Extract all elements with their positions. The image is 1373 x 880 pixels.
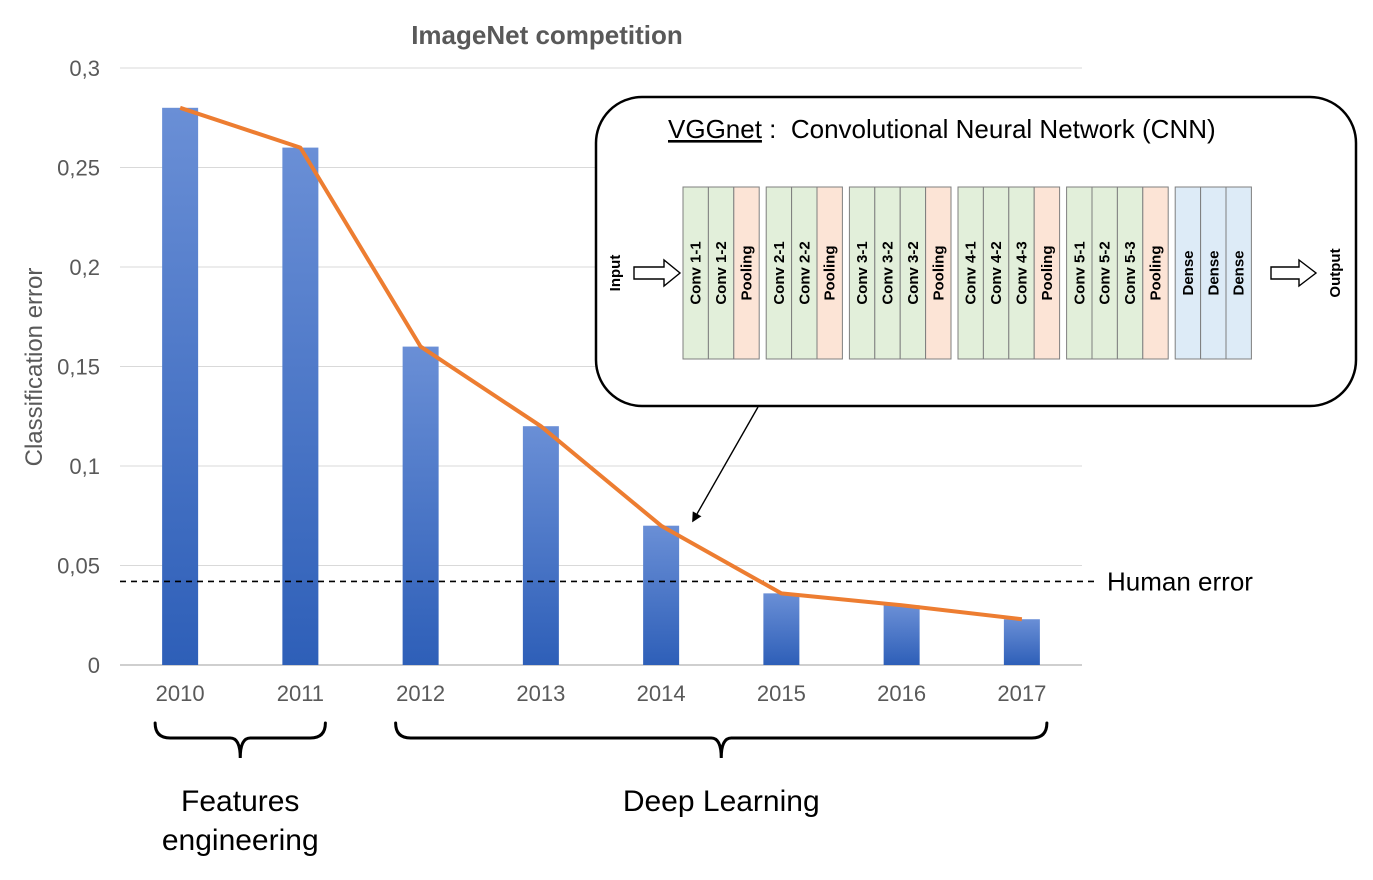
group-label: Deep Learning [623, 785, 820, 818]
y-tick-label: 0 [88, 653, 100, 678]
x-tick-label: 2013 [516, 681, 565, 706]
layer-pool [733, 186, 760, 360]
bar-2010 [162, 107, 199, 666]
era-groups: Features engineering Deep Learning [153, 721, 1049, 857]
layer-label: Pooling [1039, 246, 1056, 301]
layer-label: Conv 4-1 [963, 241, 980, 304]
layer-conv [1066, 186, 1093, 360]
layer-label: Conv 5-2 [1097, 241, 1114, 304]
bar-2016 [883, 605, 920, 665]
layer-conv [982, 186, 1010, 360]
y-tick-label: 0,25 [57, 156, 100, 181]
y-tick-label: 0,2 [69, 255, 100, 280]
layer-conv [848, 186, 876, 360]
bar-2017 [1003, 619, 1040, 665]
layer-label: Conv 2-1 [771, 241, 788, 304]
layer-label: Conv 5-1 [1071, 241, 1088, 304]
chart-title: ImageNet competition [411, 20, 683, 50]
y-tick-label: 0,1 [69, 454, 100, 479]
layer-conv [765, 186, 793, 360]
group-brace [394, 721, 1049, 759]
y-tick-label: 0,05 [57, 554, 100, 579]
layer-pool [1142, 186, 1169, 360]
layer-label: Conv 1-2 [713, 241, 730, 304]
vggnet-inset: VGGnet : Convolutional Neural Network (C… [594, 95, 1358, 408]
layer-label: Pooling [739, 246, 756, 301]
layer-conv [1008, 186, 1035, 360]
x-tick-label: 2010 [156, 681, 205, 706]
group-label: engineering [162, 824, 319, 857]
input-label: Input [607, 255, 624, 292]
layer-label: Pooling [930, 246, 947, 301]
layer-pool [925, 186, 952, 360]
layer-pool [1033, 186, 1061, 360]
layer-label: Conv 5-3 [1122, 241, 1139, 304]
layer-conv [707, 186, 735, 360]
layer-stack: Conv 1-1 Conv 1-2 Pooling Conv 2-1 Conv 2-2 P… [682, 186, 1252, 360]
layer-label: Conv 3-2 [905, 241, 922, 304]
x-tick-label: 2011 [277, 681, 324, 706]
x-tick-label: 2014 [637, 681, 686, 706]
layer-label: Conv 2-2 [796, 241, 813, 304]
layer-label: Dense [1231, 250, 1248, 295]
y-axis-label: Classification error [21, 268, 48, 467]
bar-2015 [763, 593, 800, 665]
layer-dense [1225, 186, 1252, 360]
x-tick-label: 2012 [396, 681, 445, 706]
output-label: Output [1327, 248, 1344, 297]
bar-2011 [282, 147, 319, 666]
layer-conv [1116, 186, 1144, 360]
layer-pool [816, 186, 843, 360]
input-arrow-icon [633, 258, 682, 288]
trend-line [179, 105, 1023, 622]
layer-label: Dense [1180, 250, 1197, 295]
layer-label: Dense [1205, 250, 1222, 295]
layer-label: Conv 4-3 [1014, 241, 1031, 304]
y-tick-label: 0,15 [57, 355, 100, 380]
layer-label: Conv 3-2 [880, 241, 897, 304]
output-arrow-icon [1270, 258, 1318, 288]
layer-label: Pooling [822, 246, 839, 301]
inset-title-rest: Convolutional Neural Network (CNN) [791, 114, 1216, 144]
bar-2013 [522, 426, 559, 665]
bars [162, 107, 1040, 666]
callout-arrow [692, 406, 759, 523]
layer-dense [1174, 186, 1202, 360]
layer-conv [1091, 186, 1118, 360]
layer-label: Conv 4-2 [988, 241, 1005, 304]
layer-label: Conv 1-1 [688, 241, 705, 304]
x-tick-label: 2016 [877, 681, 926, 706]
inset-title: VGGnet : Convolutional Neural Network (C… [668, 114, 1216, 144]
inset-title-separator: : [762, 114, 791, 144]
x-tick-label: 2017 [997, 681, 1046, 706]
bar-2012 [402, 346, 439, 665]
layer-conv [899, 186, 927, 360]
group-label: Features [181, 785, 299, 818]
bar-2014 [643, 525, 680, 665]
x-axis-ticks: 2010 2011 2012 2013 2014 2015 2016 2017 [156, 681, 1047, 706]
human-error-label: Human error [1107, 566, 1253, 596]
group-brace [153, 721, 327, 759]
x-tick-label: 2015 [757, 681, 806, 706]
y-axis-ticks: 0 0,05 0,1 0,15 0,2 0,25 0,3 [57, 56, 100, 678]
layer-label: Conv 3-1 [854, 241, 871, 304]
layer-label: Pooling [1148, 246, 1165, 301]
y-tick-label: 0,3 [69, 56, 100, 81]
inset-title-name: VGGnet [668, 114, 763, 144]
